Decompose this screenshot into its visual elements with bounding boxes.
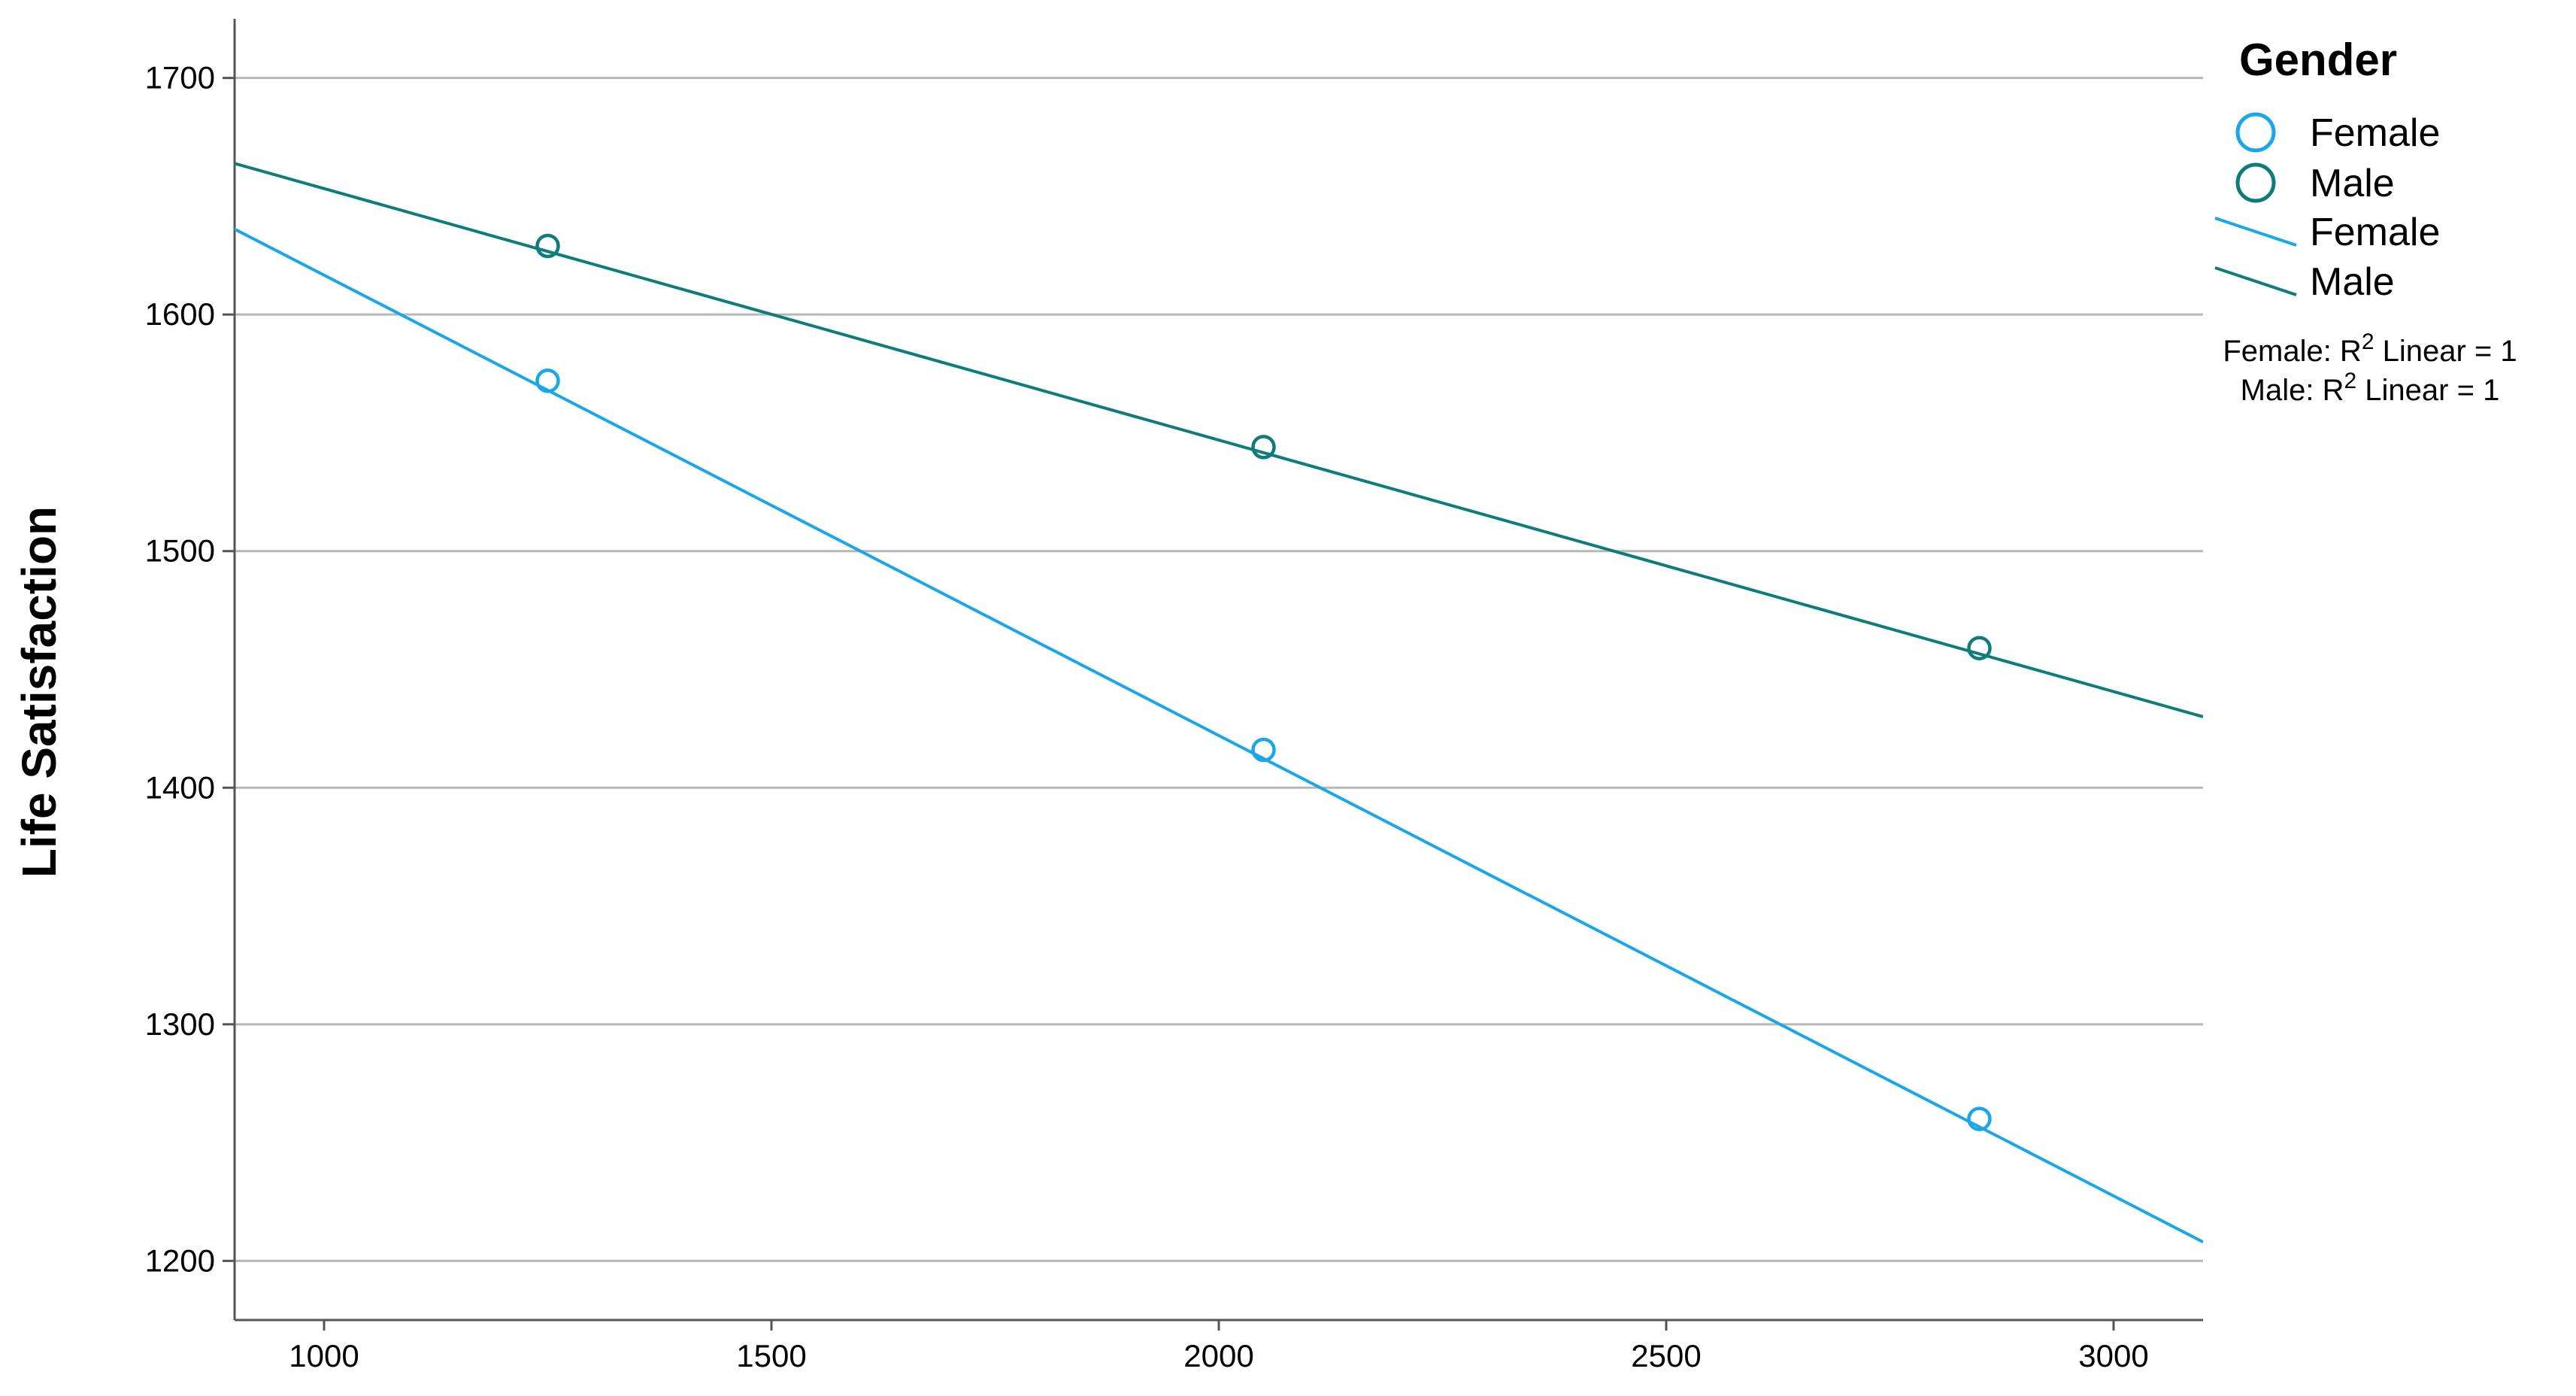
point-male-2050 <box>1251 435 1276 460</box>
legend-marker-label-male: Male <box>2310 162 2395 205</box>
x-tick-label-1500: 1500 <box>736 1338 806 1373</box>
y-tick-label-1200: 1200 <box>145 1243 215 1278</box>
x-tick-label-1000: 1000 <box>289 1338 359 1373</box>
legend-title: Gender <box>2239 35 2397 85</box>
fit-line-female <box>235 227 2203 1243</box>
point-female-2050 <box>1251 737 1276 763</box>
fit-line-male <box>235 162 2203 718</box>
legend-marker-label-female: Female <box>2310 111 2440 155</box>
legend-marker-male <box>2235 162 2276 203</box>
y-tick-label-1600: 1600 <box>145 296 215 332</box>
point-female-1250 <box>535 369 560 393</box>
y-axis-title: Life Satisfaction <box>12 506 66 878</box>
point-female-2850 <box>1967 1106 1992 1131</box>
fit-note-0: Female: R2 Linear = 1 <box>2223 329 2517 369</box>
point-male-2850 <box>1967 636 1992 660</box>
fit-note-1: Male: R2 Linear = 1 <box>2241 369 2500 408</box>
x-tick-label-2000: 2000 <box>1183 1338 1253 1373</box>
gridlines <box>235 77 2203 1262</box>
legend-line-male <box>2214 266 2297 296</box>
axes: 1200 1300 1400 1500 1600 1700 1000 1500 2000 2500… <box>145 19 2203 1373</box>
y-tick-label-1700: 1700 <box>145 60 215 96</box>
x-tick-label-2500: 2500 <box>1631 1338 1701 1373</box>
legend-line-label-female: Female <box>2310 211 2440 254</box>
y-tick-label-1500: 1500 <box>145 533 215 569</box>
point-male-1250 <box>535 233 560 259</box>
x-tick-label-3000: 3000 <box>2078 1338 2148 1373</box>
legend: Gender Female Male Female Male Female: R2 Lin… <box>2214 35 2517 408</box>
y-tick-label-1300: 1300 <box>145 1006 215 1042</box>
plot-series <box>235 162 2203 1243</box>
y-tick-label-1400: 1400 <box>145 769 215 805</box>
legend-line-label-male: Male <box>2310 260 2395 304</box>
legend-marker-female <box>2235 112 2276 153</box>
legend-line-female <box>2214 217 2297 247</box>
